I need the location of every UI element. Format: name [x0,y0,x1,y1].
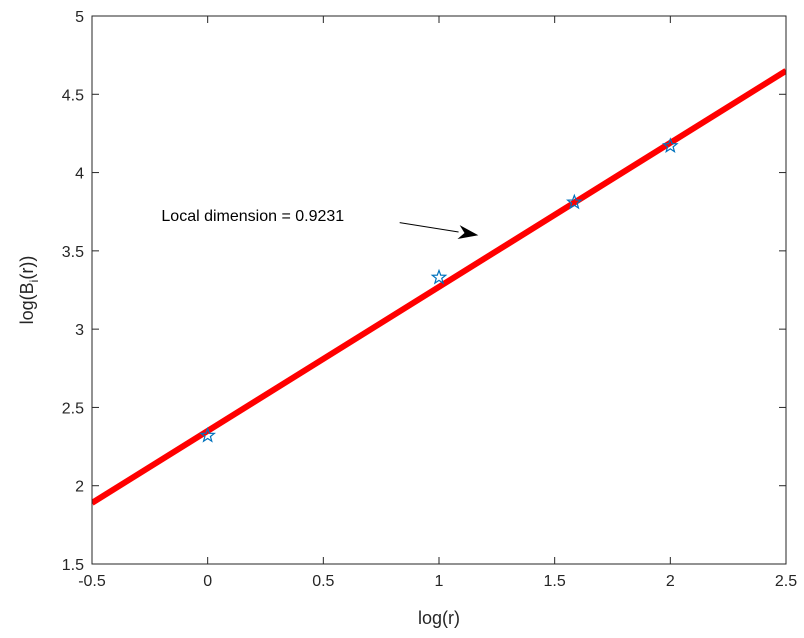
y-tick-label: 4 [75,166,84,183]
y-axis-label-subscript: i [27,280,41,283]
x-tick-label: 0.5 [312,573,334,590]
data-point-star [662,137,679,154]
y-axis-label-prefix: log(B [17,282,37,324]
y-axis-label-suffix: (r)) [17,256,37,280]
x-tick-label: 2.5 [775,573,797,590]
labels-layer: -0.5 0 0.5 1 1.5 2 2.5 1.5 2 2.5 3 3.5 4 4.5 5 [62,9,797,590]
y-tick-label: 4.5 [62,87,84,104]
x-tick-label: 1 [435,573,444,590]
x-axis-label: log(r) [418,608,460,628]
y-tick-label: 2 [75,479,84,496]
data-point-star [199,426,216,443]
x-tick-label: -0.5 [78,573,106,590]
y-tick-label: 1.5 [62,557,84,574]
y-tick-label: 3.5 [62,244,84,261]
x-tick-label: 0 [203,573,212,590]
y-axis-label: log(Bi(r)) [17,256,41,325]
x-tick-label: 2 [666,573,675,590]
x-tick-label: 1.5 [544,573,566,590]
fit-line [92,68,786,506]
annotation-layer: Local dimension = 0.9231 [161,208,479,239]
y-tick-label: 2.5 [62,400,84,417]
annotation-arrow-shaft [399,222,459,233]
y-tick-label: 5 [75,9,84,26]
annotation-arrow-head [457,225,479,239]
plot-frame [91,15,787,565]
data-layer [92,68,786,506]
data-point-star [430,268,448,285]
data-point-star [566,193,583,210]
y-tick-label: 3 [75,322,84,339]
annotation-label: Local dimension = 0.9231 [161,208,344,225]
